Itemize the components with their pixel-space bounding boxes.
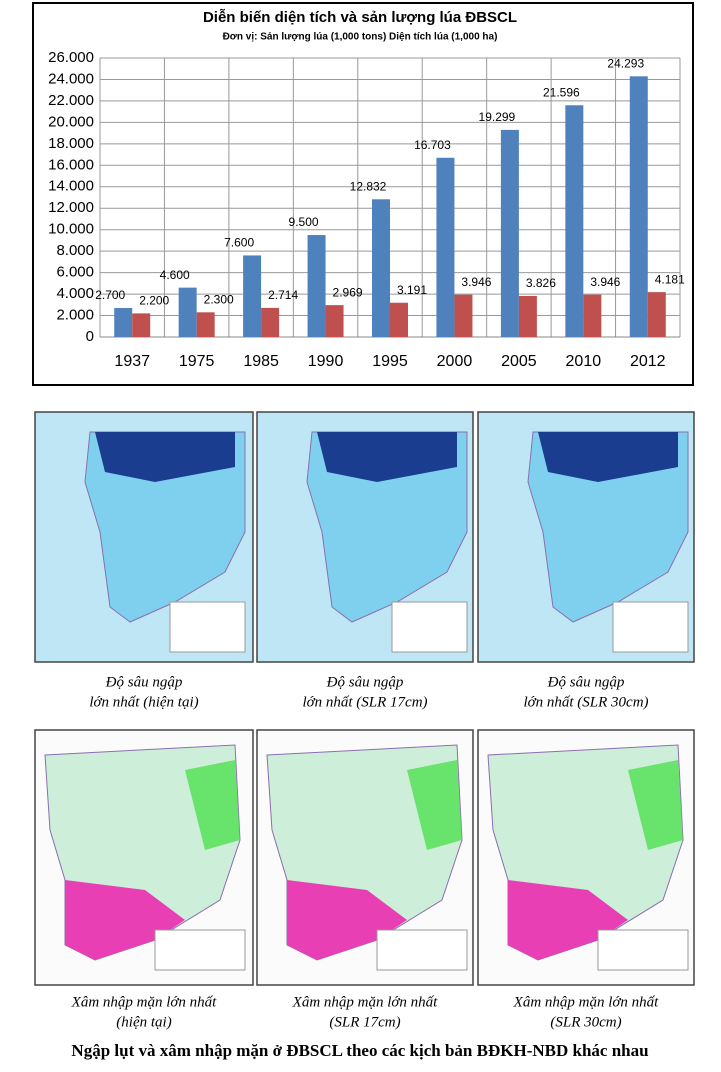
map-caption: (SLR 17cm) — [329, 1014, 400, 1030]
value-label: 19.299 — [479, 110, 516, 124]
map-legend — [169, 601, 246, 653]
bar — [307, 235, 326, 337]
y-tick-label: 24.000 — [48, 70, 94, 87]
map-caption: Độ sâu ngập — [326, 674, 404, 690]
bar — [500, 129, 519, 337]
map-caption: Độ sâu ngập — [547, 674, 625, 690]
bar — [436, 157, 455, 337]
bar — [243, 255, 262, 337]
map-caption: Độ sâu ngập — [105, 674, 183, 690]
figure-caption: Ngập lụt và xâm nhập mặn ở ĐBSCL theo cá… — [71, 1041, 648, 1060]
y-tick-label: 22.000 — [48, 92, 94, 109]
bar — [454, 294, 473, 337]
map-panel — [477, 411, 695, 663]
bar — [629, 76, 648, 338]
map-panel — [34, 729, 254, 986]
y-tick-label: 18.000 — [48, 135, 94, 152]
value-label: 3.191 — [397, 283, 427, 297]
y-tick-label: 12.000 — [48, 199, 94, 216]
map-legend — [612, 601, 689, 653]
map-saline-zone — [185, 760, 240, 850]
map-panel — [34, 411, 254, 663]
chart-subtitle: Đơn vị: Sản lượng lúa (1,000 tons) Diện … — [223, 32, 498, 43]
map-caption: lớn nhất (SLR 30cm) — [523, 694, 648, 710]
value-label: 3.946 — [461, 275, 491, 289]
x-tick-label: 1995 — [372, 353, 408, 370]
value-label: 2.700 — [95, 288, 125, 302]
bar — [372, 199, 390, 337]
value-label: 12.832 — [350, 179, 387, 193]
x-tick-label: 1990 — [308, 353, 344, 370]
value-label: 2.969 — [333, 285, 363, 299]
bar — [565, 105, 584, 338]
bar — [647, 292, 666, 337]
value-label: 4.181 — [655, 272, 685, 286]
map-caption: Xâm nhập mặn lớn nhất — [513, 994, 660, 1010]
bar — [196, 312, 215, 337]
map-land — [306, 431, 468, 623]
chart-title: Diễn biến diện tích và sản lượng lúa ĐBS… — [203, 9, 517, 26]
x-tick-label: 2012 — [630, 353, 666, 370]
map-deep-zone — [317, 432, 457, 482]
x-tick-label: 2010 — [566, 353, 602, 370]
value-label: 21.596 — [543, 85, 580, 99]
value-label: 2.714 — [268, 288, 298, 302]
value-label: 3.826 — [526, 276, 556, 290]
map-land — [84, 431, 246, 623]
map-caption: Xâm nhập mặn lớn nhất — [71, 994, 218, 1010]
map-caption: Xâm nhập mặn lớn nhất — [292, 994, 439, 1010]
value-label: 3.946 — [590, 275, 620, 289]
y-tick-label: 10.000 — [48, 221, 94, 238]
y-tick-label: 4.000 — [56, 285, 94, 302]
map-legend — [391, 601, 468, 653]
map-saline-zone — [407, 760, 462, 850]
y-tick-label: 6.000 — [56, 264, 94, 281]
bar — [390, 302, 408, 337]
map-caption: lớn nhất (hiện tại) — [89, 694, 198, 710]
map-panel — [256, 411, 474, 663]
value-label: 2.300 — [204, 292, 234, 306]
x-tick-label: 2005 — [501, 353, 537, 370]
map-caption: (SLR 30cm) — [550, 1014, 621, 1030]
x-tick-label: 1985 — [243, 353, 279, 370]
map-legend — [597, 929, 689, 971]
value-label: 24.293 — [607, 56, 644, 70]
value-label: 7.600 — [224, 236, 254, 250]
y-tick-label: 20.000 — [48, 113, 94, 130]
map-deep-zone — [95, 432, 235, 482]
map-saline-zone — [628, 760, 683, 850]
map-legend — [154, 929, 246, 971]
bar — [583, 294, 602, 337]
value-label: 16.703 — [414, 138, 451, 152]
value-label: 9.500 — [289, 215, 319, 229]
bar — [518, 295, 537, 337]
bar — [325, 305, 344, 337]
map-panel — [477, 729, 695, 986]
y-tick-label: 14.000 — [48, 178, 94, 195]
map-land — [527, 431, 689, 623]
x-tick-label: 1975 — [179, 353, 215, 370]
map-caption: lớn nhất (SLR 17cm) — [302, 694, 427, 710]
value-label: 2.200 — [139, 294, 169, 308]
x-tick-label: 1937 — [114, 353, 150, 370]
y-tick-label: 8.000 — [56, 242, 94, 259]
bar — [132, 313, 151, 337]
y-tick-label: 0 — [86, 328, 94, 345]
value-label: 4.600 — [160, 268, 190, 282]
y-tick-label: 16.000 — [48, 156, 94, 173]
map-deep-zone — [538, 432, 678, 482]
map-legend — [376, 929, 468, 971]
y-tick-label: 2.000 — [56, 307, 94, 324]
y-tick-label: 26.000 — [48, 49, 94, 66]
bar — [261, 307, 280, 337]
x-tick-label: 2000 — [437, 353, 473, 370]
bar — [114, 308, 133, 337]
map-caption: (hiện tại) — [116, 1014, 171, 1030]
bar — [178, 287, 197, 337]
map-panel — [256, 729, 474, 986]
